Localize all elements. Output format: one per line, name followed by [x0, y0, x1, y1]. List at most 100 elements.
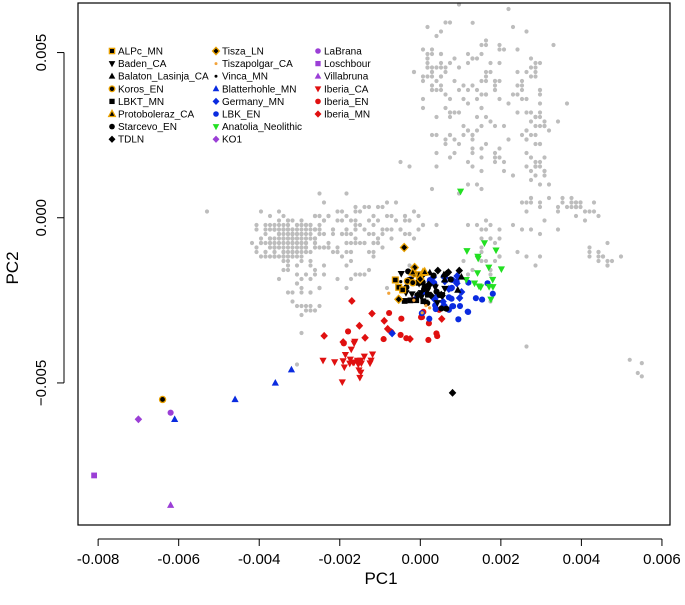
- modern-sample-point: [299, 236, 304, 241]
- modern-sample-point: [317, 245, 322, 250]
- modern-sample-point: [285, 236, 291, 241]
- modern-sample-point: [267, 222, 273, 228]
- modern-sample-point: [528, 74, 534, 79]
- modern-sample-point: [639, 361, 644, 366]
- modern-sample-point: [429, 83, 435, 88]
- y-tick-label: −0.005: [33, 360, 50, 406]
- sample-point-iberia-ca: [319, 357, 327, 365]
- modern-sample-point: [402, 213, 408, 219]
- modern-sample-point: [479, 245, 484, 250]
- sample-point-protoboleraz-ca: [420, 266, 430, 276]
- sample-point-baden-ca: [433, 300, 441, 307]
- modern-sample-point: [281, 258, 286, 264]
- modern-sample-point: [407, 164, 412, 169]
- modern-sample-point: [479, 146, 484, 151]
- sample-point-iberia-ca: [355, 367, 363, 374]
- modern-sample-point: [470, 150, 475, 156]
- modern-sample-point: [501, 159, 507, 165]
- modern-sample-point: [429, 65, 435, 70]
- modern-sample-point: [281, 236, 286, 241]
- modern-sample-point: [294, 240, 300, 246]
- modern-sample-point: [434, 78, 439, 84]
- modern-sample-point: [294, 227, 300, 232]
- legend-marker-lbkt-mn: [109, 98, 115, 105]
- modern-sample-point: [546, 195, 552, 201]
- modern-sample-point: [528, 110, 534, 115]
- sample-point-starcevo-en: [447, 276, 454, 283]
- modern-sample-point: [249, 240, 255, 246]
- modern-sample-point: [371, 231, 376, 237]
- modern-sample-point: [366, 231, 372, 237]
- sample-point-anatolia-neolithic: [474, 253, 482, 261]
- modern-sample-point: [326, 240, 331, 246]
- modern-sample-point: [483, 218, 489, 223]
- modern-sample-point: [434, 132, 439, 138]
- sample-point-iberia-en: [340, 340, 347, 347]
- modern-sample-point: [285, 240, 291, 246]
- modern-sample-point: [362, 272, 367, 277]
- sample-point-iberia-ca: [353, 357, 362, 365]
- modern-sample-point: [438, 65, 444, 70]
- legend-label: Baden_CA: [118, 59, 167, 70]
- modern-sample-point: [528, 168, 534, 174]
- modern-sample-point: [447, 96, 453, 102]
- modern-sample-point: [416, 213, 421, 219]
- legend-label: KO1: [222, 135, 242, 146]
- modern-sample-point: [492, 87, 498, 93]
- modern-sample-point: [456, 110, 462, 115]
- modern-sample-point: [321, 245, 327, 250]
- modern-sample-point: [407, 218, 412, 223]
- modern-sample-point: [533, 164, 538, 169]
- modern-sample-point: [474, 56, 480, 61]
- modern-sample-point: [285, 227, 291, 232]
- modern-sample-point: [555, 227, 561, 232]
- modern-sample-point: [285, 245, 291, 250]
- legend-marker-alpc-mn: [108, 47, 116, 55]
- y-axis-title: PC2: [3, 251, 22, 284]
- sample-point-tdln: [413, 290, 422, 299]
- sample-point-lbkt-mn: [415, 279, 422, 286]
- legend-marker-villabruna: [314, 72, 322, 79]
- modern-sample-point: [285, 218, 291, 223]
- modern-sample-point: [272, 254, 277, 259]
- legend-marker-tdln: [108, 135, 116, 143]
- modern-sample-point: [384, 227, 390, 232]
- modern-sample-point: [425, 65, 430, 70]
- modern-sample-point: [330, 249, 336, 255]
- modern-sample-point: [299, 330, 304, 336]
- modern-sample-point: [528, 56, 534, 61]
- sample-point-lbk-en: [465, 308, 472, 315]
- sample-point-iberia-ca: [339, 358, 347, 365]
- modern-sample-point: [515, 83, 520, 88]
- modern-sample-point: [272, 227, 277, 232]
- modern-sample-point: [299, 240, 304, 246]
- modern-sample-point: [537, 231, 543, 237]
- modern-sample-point: [474, 128, 480, 133]
- modern-sample-point: [353, 209, 358, 214]
- modern-sample-point: [344, 285, 349, 291]
- ancient-sample-points: [91, 188, 505, 508]
- modern-sample-point: [375, 204, 381, 210]
- modern-sample-point: [294, 272, 300, 277]
- modern-sample-point: [308, 249, 313, 255]
- sample-point-lbk-en: [426, 315, 433, 322]
- modern-sample-point: [501, 47, 507, 52]
- modern-sample-point: [537, 87, 543, 93]
- legend-label: LaBrana: [324, 47, 362, 58]
- modern-sample-point: [479, 92, 484, 97]
- modern-sample-point: [357, 209, 363, 214]
- modern-sample-point: [510, 222, 516, 228]
- modern-sample-point: [533, 263, 538, 268]
- modern-sample-point: [362, 204, 367, 210]
- modern-sample-point: [290, 240, 295, 246]
- sample-point-iberia-ca: [347, 346, 355, 354]
- modern-sample-point: [294, 249, 300, 255]
- sample-point-ko1: [134, 415, 143, 424]
- modern-sample-point: [299, 303, 304, 309]
- modern-sample-point: [443, 20, 448, 25]
- modern-sample-point: [420, 105, 426, 111]
- modern-sample-point: [281, 222, 286, 228]
- modern-sample-point: [299, 249, 304, 255]
- modern-sample-point: [609, 258, 615, 264]
